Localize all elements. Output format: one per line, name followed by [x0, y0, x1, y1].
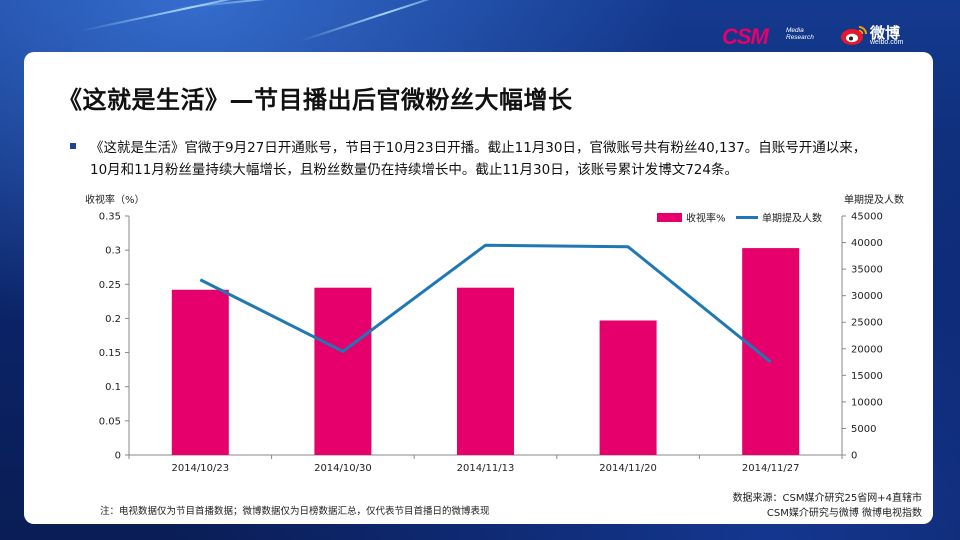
- right-tick-label: 10000: [851, 397, 883, 408]
- slide-title: 《这就是生活》—节目播出后官微粉丝大幅增长: [58, 86, 573, 114]
- right-tick-label: 15000: [851, 371, 883, 382]
- csm-logo-subtitle: Media Research: [786, 27, 814, 41]
- right-tick-label: 20000: [851, 344, 883, 355]
- summary-paragraph: 《这就是生活》官微于9月27日开通账号，节目于10月23日开播。截止11月30日…: [90, 137, 900, 181]
- x-tick-label: 2014/10/23: [171, 463, 229, 474]
- bar: [599, 320, 657, 455]
- paragraph-line: 《这就是生活》官微于9月27日开通账号，节目于10月23日开播。截止11月30日…: [90, 140, 867, 156]
- bullet-icon: [70, 143, 76, 149]
- right-tick-label: 30000: [851, 291, 883, 302]
- x-tick-label: 2014/11/13: [457, 463, 515, 474]
- x-tick-label: 2014/11/20: [599, 463, 657, 474]
- weibo-logo-url: weibo.com: [870, 39, 904, 46]
- right-tick-label: 0: [851, 451, 857, 462]
- left-tick-label: 0.2: [105, 314, 121, 325]
- bar: [171, 289, 229, 455]
- bar: [314, 287, 372, 455]
- paragraph-line: 10月和11月粉丝量持续大幅增长，且粉丝数量仍在持续增长中。截止11月30日，该…: [90, 162, 738, 178]
- y-axis-left-title: 收视率（%）: [85, 193, 145, 206]
- x-tick-label: 2014/11/27: [742, 463, 800, 474]
- y-axis-right-title: 单期提及人数: [844, 193, 904, 206]
- left-tick-label: 0: [115, 451, 121, 462]
- bar: [457, 287, 514, 455]
- right-tick-label: 25000: [851, 318, 883, 329]
- left-tick-label: 0.35: [99, 212, 121, 223]
- weibo-logo-text: 微博: [870, 24, 901, 42]
- legend-swatch-bar: [657, 213, 682, 222]
- right-tick-label: 35000: [851, 265, 883, 276]
- right-tick-label: 45000: [851, 212, 883, 223]
- data-source: CSM媒介研究与微博 微博电视指数: [766, 508, 922, 519]
- x-tick-label: 2014/10/30: [314, 463, 372, 474]
- weibo-icon: [841, 26, 867, 45]
- csm-logo: CSM: [722, 24, 769, 49]
- right-tick-label: 5000: [851, 424, 876, 435]
- left-tick-label: 0.25: [99, 280, 121, 291]
- right-tick-label: 40000: [851, 238, 883, 249]
- legend-label-bar: 收视率%: [686, 212, 726, 225]
- bar: [742, 248, 800, 455]
- left-tick-label: 0.1: [105, 382, 121, 393]
- data-source: 数据来源：CSM媒介研究25省网+4直辖市: [732, 493, 922, 504]
- left-tick-label: 0.05: [99, 416, 121, 427]
- legend-label-line: 单期提及人数: [762, 212, 822, 225]
- left-tick-label: 0.15: [99, 348, 121, 359]
- left-tick-label: 0.3: [105, 246, 121, 257]
- footnote: 注：电视数据仅为节目首播数据；微博数据仅为日榜数据汇总，仅代表节目首播日的微博表…: [100, 506, 490, 517]
